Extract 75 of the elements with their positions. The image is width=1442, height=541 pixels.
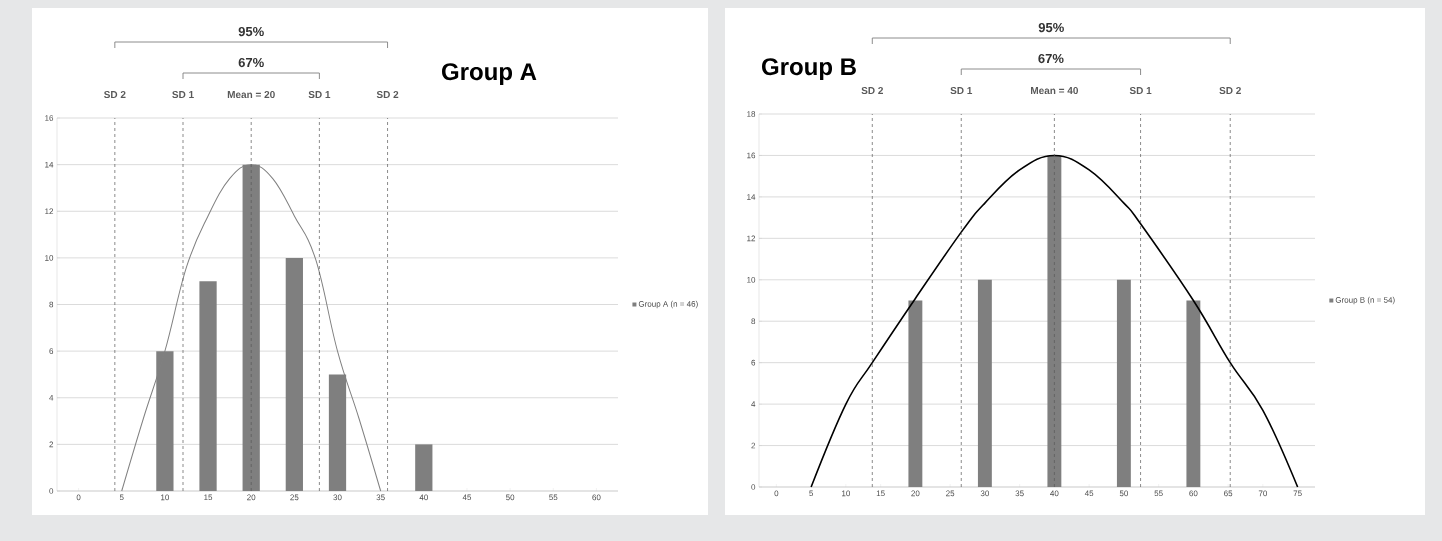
y-tick-label: 16 [747, 152, 756, 159]
y-tick-label: 12 [747, 235, 756, 242]
y-tick-label: 2 [751, 442, 756, 449]
ref-line-label: Mean = 40 [1031, 87, 1079, 95]
y-tick-label: 14 [45, 161, 54, 168]
x-tick-label: 30 [333, 494, 342, 501]
x-tick-label: 45 [462, 494, 472, 501]
bar [1116, 279, 1131, 488]
y-tick-label: 4 [751, 401, 756, 407]
y-tick-label: 8 [751, 318, 756, 325]
ref-line-label: SD 2 [376, 91, 399, 99]
x-tick-label: 50 [1119, 490, 1129, 497]
y-tick-label: 16 [45, 115, 54, 121]
text: 67% [1038, 53, 1064, 64]
bar [285, 257, 303, 492]
ref-line-label: SD 1 [172, 91, 194, 99]
x-tick-label: 45 [1084, 490, 1094, 497]
x-tick-label: 65 [1224, 490, 1233, 497]
y-tick-label: 14 [747, 194, 756, 200]
text: 67% [238, 57, 264, 68]
y-tick-label: 12 [45, 208, 54, 215]
x-tick-label: 40 [419, 494, 428, 501]
ref-line-label: SD 1 [1129, 87, 1152, 95]
text: 95% [1038, 22, 1064, 33]
y-tick-label: 0 [751, 484, 756, 490]
ref-line-label: SD 1 [950, 87, 973, 95]
y-tick-label: 10 [747, 276, 756, 283]
x-tick-label: 20 [247, 494, 256, 501]
x-tick-label: 10 [161, 494, 170, 501]
chart-title: Group B [762, 58, 856, 80]
bar [199, 281, 217, 492]
y-tick-label: 4 [49, 395, 54, 401]
ref-line-label: SD 2 [104, 91, 126, 99]
x-tick-label: 55 [1154, 490, 1163, 497]
x-tick-label: 0 [76, 494, 81, 501]
legend-label: Group B (n = 54) [1335, 296, 1395, 305]
y-tick-label: 10 [45, 255, 54, 261]
x-tick-label: 25 [290, 494, 299, 501]
x-tick-label: 15 [204, 494, 213, 501]
x-tick-label: 25 [946, 490, 955, 497]
ref-line-label: Mean = 20 [227, 91, 275, 99]
x-tick-label: 20 [911, 490, 920, 497]
text: 95% [238, 26, 264, 37]
y-tick-label: 8 [49, 301, 54, 308]
x-tick-label: 5 [809, 490, 814, 497]
x-tick-label: 10 [842, 490, 851, 497]
x-tick-label: 30 [980, 490, 990, 497]
line-series [810, 154, 1299, 488]
bar [977, 279, 992, 488]
y-tick-label: 18 [747, 111, 756, 117]
ref-line-label: SD 1 [308, 91, 331, 99]
x-tick-label: 5 [119, 494, 124, 501]
x-tick-label: 50 [505, 494, 515, 501]
legend-label: Group A (n = 46) [638, 300, 698, 309]
x-tick-label: 0 [774, 490, 779, 497]
ref-line-label: SD 2 [861, 87, 883, 95]
x-tick-label: 60 [1189, 490, 1198, 497]
x-tick-label: 35 [376, 494, 385, 501]
x-tick-label: 15 [876, 490, 885, 497]
y-tick-label: 2 [49, 441, 54, 448]
x-tick-label: 55 [549, 494, 558, 501]
x-tick-label: 60 [592, 494, 601, 501]
y-tick-label: 6 [49, 348, 54, 354]
bar [908, 300, 923, 488]
line-series [121, 164, 382, 492]
x-tick-label: 70 [1258, 490, 1268, 497]
x-tick-label: 35 [1015, 490, 1024, 497]
chart-title: Group A [442, 63, 537, 85]
y-tick-label: 6 [751, 359, 756, 366]
x-tick-label: 40 [1050, 490, 1059, 497]
ref-line-label: SD 2 [1219, 87, 1241, 95]
bar [1186, 300, 1201, 488]
x-tick-label: 75 [1293, 490, 1302, 497]
bar [415, 444, 433, 492]
bar [1047, 155, 1062, 488]
